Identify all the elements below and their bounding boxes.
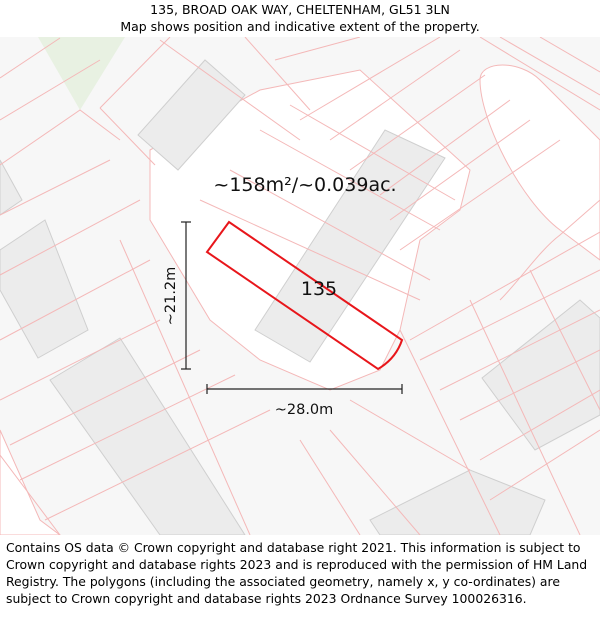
- building: [137, 59, 246, 171]
- width-dimension: [206, 384, 403, 394]
- property-number-label: 135: [301, 278, 337, 300]
- green-space: [38, 37, 125, 110]
- area-label: ~158m²/~0.039ac.: [213, 174, 396, 196]
- buildings: [0, 59, 600, 535]
- building: [0, 159, 23, 216]
- property-address-title: 135, BROAD OAK WAY, CHELTENHAM, GL51 3LN: [150, 2, 450, 17]
- parcel-boundaries: [0, 37, 600, 535]
- building: [369, 469, 546, 535]
- map-header: 135, BROAD OAK WAY, CHELTENHAM, GL51 3LN…: [0, 0, 600, 37]
- property-outline[interactable]: [205, 220, 404, 371]
- road-cul-de-sac: [479, 64, 600, 261]
- width-label: ~28.0m: [275, 402, 334, 418]
- copyright-notice: Contains OS data © Crown copyright and d…: [6, 540, 588, 606]
- map-description: Map shows position and indicative extent…: [120, 19, 480, 34]
- building: [254, 129, 446, 363]
- property-map[interactable]: ~158m²/~0.039ac. 135 ~21.2m ~28.0m: [0, 37, 600, 535]
- height-label: ~21.2m: [163, 267, 179, 326]
- building: [481, 299, 600, 451]
- building: [0, 219, 89, 359]
- height-dimension: [181, 221, 191, 370]
